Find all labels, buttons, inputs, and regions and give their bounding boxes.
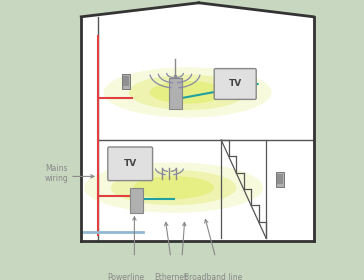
Ellipse shape bbox=[133, 176, 214, 199]
Ellipse shape bbox=[104, 67, 272, 118]
Text: Mains
wiring: Mains wiring bbox=[45, 164, 68, 183]
FancyBboxPatch shape bbox=[214, 69, 256, 99]
Bar bbox=[123, 76, 129, 86]
Text: Ethernet: Ethernet bbox=[154, 273, 187, 280]
Bar bbox=[169, 78, 182, 109]
Text: TV: TV bbox=[123, 159, 137, 168]
Text: TV: TV bbox=[229, 80, 242, 88]
Bar bbox=[122, 74, 130, 89]
Bar bbox=[277, 174, 283, 184]
Text: Powerline
adapter: Powerline adapter bbox=[107, 273, 145, 280]
Text: Broadband line: Broadband line bbox=[184, 273, 242, 280]
Ellipse shape bbox=[150, 81, 225, 104]
FancyBboxPatch shape bbox=[108, 147, 153, 181]
Ellipse shape bbox=[111, 170, 236, 205]
Bar bbox=[130, 188, 143, 213]
Bar bbox=[276, 171, 284, 187]
Ellipse shape bbox=[84, 162, 263, 213]
Polygon shape bbox=[81, 3, 314, 241]
Ellipse shape bbox=[129, 75, 246, 110]
